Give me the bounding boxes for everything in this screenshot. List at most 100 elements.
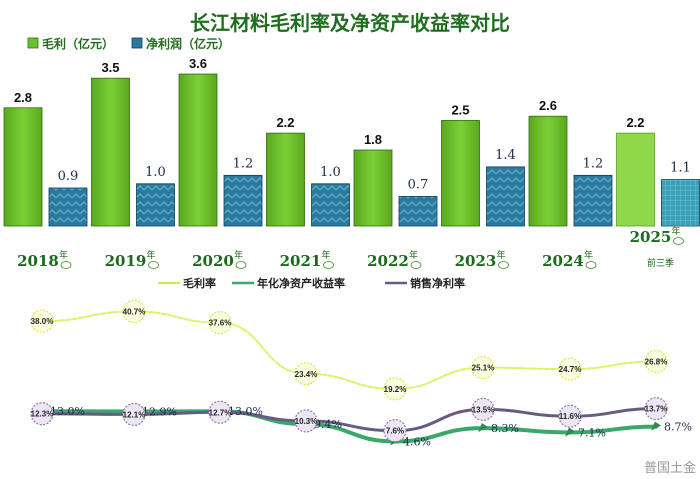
legend-net-swatch bbox=[131, 37, 143, 49]
bar-net-2021 bbox=[311, 183, 350, 227]
year-label-2024: 2024 bbox=[542, 252, 584, 270]
year-label-2025: 2025 bbox=[630, 228, 672, 246]
sprout-icon bbox=[235, 261, 247, 269]
bar-gross-2024 bbox=[528, 115, 568, 227]
label-net-2023: 1.4 bbox=[495, 148, 516, 163]
marker-margin-2022 bbox=[383, 377, 407, 401]
bar-net-2022 bbox=[398, 196, 438, 227]
label-roe-2023: 8.3% bbox=[491, 422, 519, 435]
year-suffix-2023: 年 bbox=[497, 249, 506, 261]
legend-net-label: 净利润（亿元） bbox=[146, 36, 230, 51]
label-gross-2019: 3.5 bbox=[101, 60, 119, 75]
year-label-2023: 2023 bbox=[455, 252, 497, 270]
year-suffix-2025: 年 bbox=[672, 225, 681, 237]
year-label-2020: 2020 bbox=[192, 252, 234, 270]
marker-margin-2021 bbox=[294, 362, 318, 386]
line-net-margin bbox=[40, 407, 658, 433]
year-suffix-2022: 年 bbox=[409, 249, 418, 261]
marker-margin-2020 bbox=[208, 311, 232, 335]
label-gross-2022: 1.8 bbox=[364, 132, 382, 147]
legend-margin-label: 毛利率 bbox=[183, 276, 216, 290]
label-net-2019: 1.0 bbox=[145, 165, 166, 180]
sprout-icon bbox=[148, 261, 159, 269]
bar-net-2018 bbox=[48, 187, 88, 227]
line-roe bbox=[40, 409, 658, 444]
label-gross-2020: 3.6 bbox=[189, 56, 207, 71]
marker-margin-2019 bbox=[122, 299, 146, 324]
bar-gross-2021 bbox=[266, 132, 305, 227]
label-roe-2025: 8.7% bbox=[664, 421, 692, 434]
label-net-margin-2025: 13.7% bbox=[645, 405, 668, 414]
year-label-2022: 2022 bbox=[367, 252, 409, 270]
marker-net-margin-2024 bbox=[558, 404, 582, 428]
year-label-2019: 2019 bbox=[105, 252, 147, 270]
marker-net-margin-2019 bbox=[122, 402, 146, 427]
marker-net-margin-2020 bbox=[208, 400, 232, 424]
label-net-2018: 0.9 bbox=[58, 169, 79, 184]
bar-net-2024 bbox=[573, 174, 613, 227]
bar-gross-2022 bbox=[353, 149, 393, 227]
watermark: 普国土金 bbox=[644, 460, 696, 476]
year-label-2018: 2018 bbox=[17, 252, 59, 270]
lines-group: 38.0% 40.7% 37.6% 23.4% 19.2% 25.1% 24.7% 26.8%… bbox=[30, 299, 692, 448]
label-gross-2025: 2.2 bbox=[626, 115, 644, 130]
label-roe-2020: 13.0% bbox=[228, 405, 263, 418]
marker-margin-2024 bbox=[558, 357, 582, 381]
bar-gross-2025 bbox=[616, 132, 655, 227]
year-suffix-2020: 年 bbox=[234, 249, 243, 261]
label-net-2020: 1.2 bbox=[233, 156, 254, 171]
chart-title: 长江材料毛利率及净资产收益率对比 bbox=[190, 11, 510, 35]
label-roe-2021: 9.4% bbox=[314, 418, 342, 431]
marker-net-margin-2021 bbox=[294, 409, 318, 433]
label-net-margin-2019: 12.1% bbox=[123, 410, 146, 419]
sprout-icon bbox=[498, 261, 509, 269]
marker-margin-2018 bbox=[30, 309, 54, 333]
marker-net-margin-2025 bbox=[644, 397, 668, 421]
label-net-margin-2020: 12.7% bbox=[209, 408, 232, 417]
legend-bottom: 毛利率 年化净资产收益率 销售净利率 bbox=[158, 276, 465, 290]
label-gross-2018: 2.8 bbox=[14, 90, 32, 105]
label-margin-2020: 37.6% bbox=[209, 319, 232, 328]
label-margin-2024: 24.7% bbox=[559, 365, 582, 374]
label-net-2024: 1.2 bbox=[583, 156, 604, 171]
bar-gross-2020 bbox=[178, 73, 218, 227]
year-suffix-2019: 年 bbox=[147, 249, 156, 261]
label-gross-2024: 2.6 bbox=[539, 98, 557, 113]
marker-margin-2025 bbox=[644, 349, 668, 374]
legend-net-margin-label: 销售净利率 bbox=[410, 276, 465, 290]
year-label-2021: 2021 bbox=[280, 252, 322, 270]
label-margin-2018: 38.0% bbox=[31, 317, 54, 326]
sprout-icon bbox=[673, 237, 684, 245]
label-margin-2025: 26.8% bbox=[645, 358, 668, 367]
bar-net-2025 bbox=[661, 179, 700, 227]
label-margin-2019: 40.7% bbox=[123, 307, 146, 316]
sprout-icon bbox=[410, 261, 422, 269]
label-margin-2023: 25.1% bbox=[472, 364, 495, 373]
sprout-icon bbox=[585, 261, 597, 269]
label-net-margin-2018: 12.3% bbox=[31, 410, 54, 419]
label-net-2021: 1.0 bbox=[320, 165, 341, 180]
bar-gross-2019 bbox=[91, 77, 130, 227]
label-margin-2021: 23.4% bbox=[295, 370, 318, 379]
bar-net-2020 bbox=[223, 174, 263, 227]
label-roe-2022: 4.6% bbox=[403, 435, 431, 448]
marker-roe-2023 bbox=[478, 423, 488, 433]
year-note-2025: 前三季 bbox=[647, 257, 674, 269]
year-suffix-2021: 年 bbox=[322, 249, 331, 261]
sprout-icon bbox=[60, 261, 72, 269]
label-gross-2023: 2.5 bbox=[451, 102, 469, 117]
legend-top: 毛利（亿元） 净利润（亿元） bbox=[27, 36, 230, 51]
bar-gross-2018 bbox=[3, 107, 43, 227]
label-net-margin-2023: 13.5% bbox=[472, 405, 495, 414]
legend-roe-label: 年化净资产收益率 bbox=[257, 276, 345, 290]
label-gross-2021: 2.2 bbox=[276, 115, 294, 130]
year-suffix-2024: 年 bbox=[584, 249, 593, 261]
bar-net-2023 bbox=[486, 166, 525, 227]
bar-gross-2023 bbox=[441, 120, 480, 227]
label-margin-2022: 19.2% bbox=[384, 385, 407, 394]
bars-group: 2.8 0.9 3.5 1.0 3.6 1.2 2.2 1.0 1.8 0.7 2.5 1.4 2.6 1… bbox=[3, 56, 700, 227]
legend-gross-label: 毛利（亿元） bbox=[42, 36, 114, 51]
year-suffix-2018: 年 bbox=[59, 249, 68, 261]
